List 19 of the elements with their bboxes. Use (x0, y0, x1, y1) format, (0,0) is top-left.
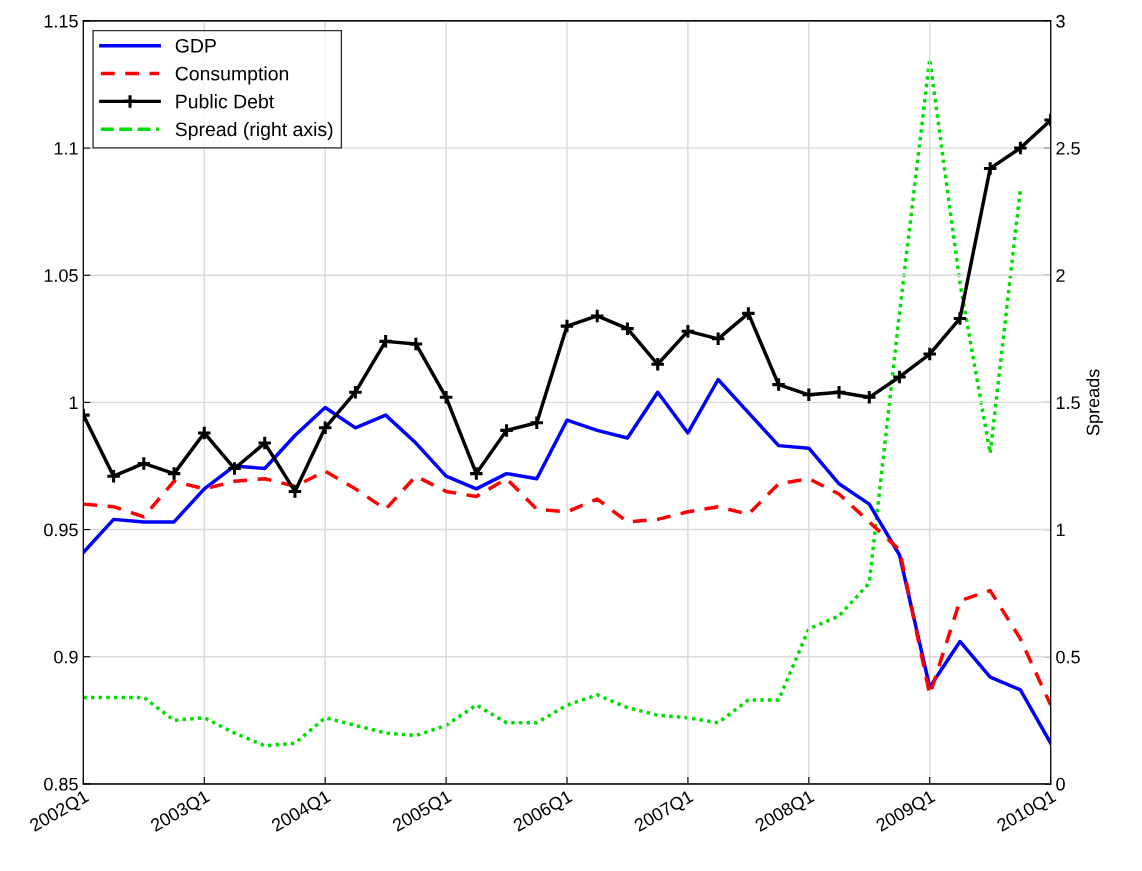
y2-tick-label: 1.5 (1056, 396, 1080, 410)
legend-label: GDP (175, 38, 216, 53)
y-tick-label: 1.15 (44, 15, 78, 28)
y-tick-label: 0.9 (54, 650, 78, 664)
y2-tick-label: 2 (1056, 269, 1065, 282)
legend-label: Public Debt (176, 94, 275, 109)
y2-tick-label: 0.5 (1056, 650, 1080, 664)
y-tick-label: 1.1 (54, 142, 78, 155)
y2-tick-label: 0 (1056, 777, 1065, 791)
y-tick-label: 1 (69, 396, 78, 409)
y-tick-label: 0.85 (44, 777, 78, 791)
legend-label: Consumption (175, 66, 289, 85)
legend-label: Spread (right axis) (175, 121, 333, 141)
y2-tick-label: 1 (1056, 523, 1065, 537)
y2-tick-label: 2.5 (1056, 142, 1080, 155)
y2-tick-label: 3 (1056, 14, 1065, 28)
y2-axis-title: Spreads (1086, 369, 1103, 436)
y-tick-label: 0.95 (44, 523, 78, 537)
y-tick-label: 1.05 (44, 269, 78, 282)
